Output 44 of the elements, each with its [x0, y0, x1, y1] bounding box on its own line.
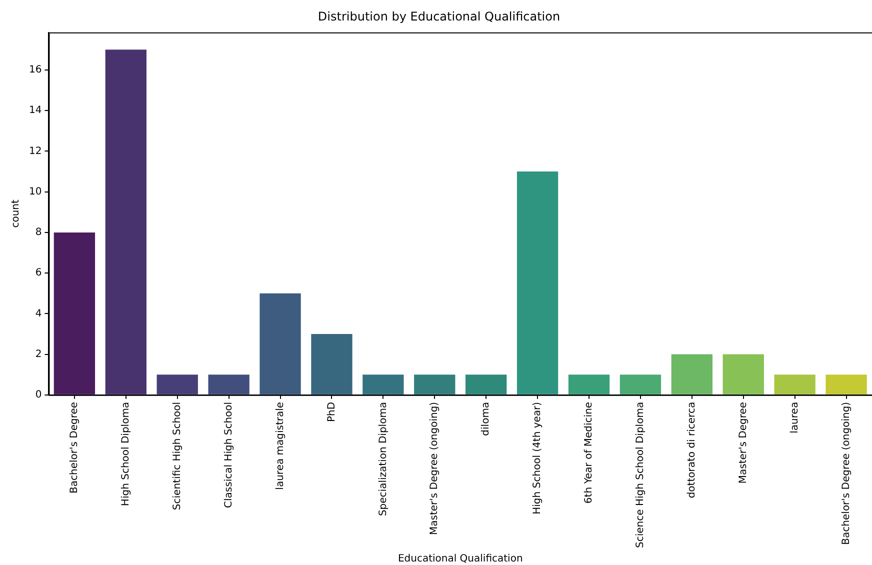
bar [208, 374, 250, 394]
x-tick-label: Master's Degree [738, 402, 749, 484]
bar [466, 374, 507, 394]
bar [260, 293, 301, 394]
x-tick-label: Bachelor's Degree (ongoing) [840, 402, 852, 545]
y-tick-label: 14 [28, 105, 42, 116]
bar [54, 232, 96, 394]
x-tick-label: High School Diploma [120, 402, 132, 506]
bar [568, 374, 610, 394]
y-tick-label: 2 [35, 348, 42, 360]
x-tick-label: laurea magistrale [274, 402, 286, 490]
x-tick-label: 6th Year of Medicine [584, 402, 595, 504]
y-tick-label: 0 [35, 390, 42, 401]
bar [671, 354, 712, 394]
x-tick-label: dottorato di ricerca [686, 402, 698, 498]
x-tick-label: Science High School Diploma [635, 402, 646, 548]
y-tick-label: 4 [35, 308, 42, 320]
x-tick-label: Classical High School [223, 402, 234, 508]
bar [620, 374, 662, 394]
bar [722, 354, 764, 394]
y-tick-label: 6 [35, 268, 42, 279]
y-tick-label: 8 [35, 227, 42, 238]
y-tick-label: 12 [28, 146, 42, 157]
bar [105, 50, 146, 394]
x-tick-label: Master's Degree (ongoing) [429, 402, 440, 535]
x-tick-label: Specialization Diploma [378, 402, 389, 516]
y-tick-label: 16 [28, 64, 42, 76]
bar [774, 374, 816, 394]
x-axis-title: Educational Qualification [398, 554, 523, 565]
bar [826, 374, 867, 394]
bar [362, 374, 404, 394]
y-tick-label: 10 [28, 186, 42, 198]
x-tick-label: Scientific High School [172, 402, 183, 510]
bar [414, 374, 456, 394]
x-tick-label: High School (4th year) [532, 402, 544, 514]
x-tick-label: diloma [480, 402, 492, 436]
x-tick-label: laurea [789, 402, 800, 434]
x-tick-label: PhD [326, 402, 338, 422]
bar [516, 172, 558, 394]
x-tick-label: Bachelor's Degree [69, 402, 80, 494]
bar [311, 334, 352, 394]
bar [156, 374, 198, 394]
chart-title: Distribution by Educational Qualification [318, 9, 560, 24]
y-axis-title: count [10, 199, 22, 228]
